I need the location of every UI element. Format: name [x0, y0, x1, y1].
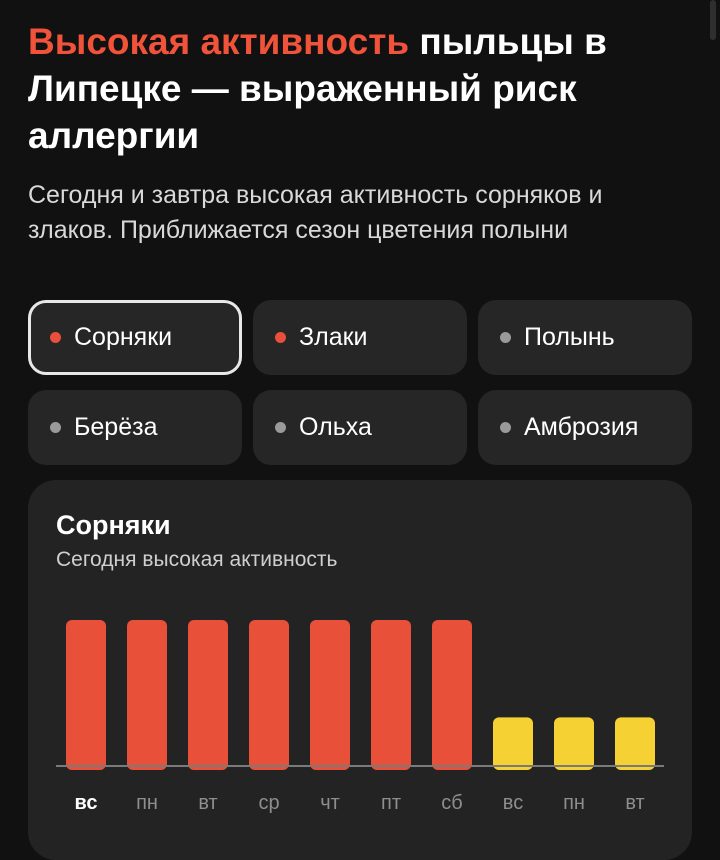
chart-bar	[249, 620, 289, 770]
chart-day-label: вт	[198, 792, 217, 814]
chart-day-label: пн	[136, 792, 158, 814]
chart-bar	[493, 717, 533, 770]
allergen-chip-list: Сорняки Злаки Полынь Берёза Ольха Амброз…	[28, 300, 692, 465]
chart-bar	[66, 620, 106, 770]
chart-day-label: пн	[563, 792, 585, 814]
chart-day-label: сб	[441, 792, 462, 814]
chip-label: Полынь	[524, 323, 615, 351]
headline-rest: пыльцы в Липецке — выраженный риск аллер…	[28, 21, 607, 156]
chart-bar	[554, 717, 594, 770]
chart-bar	[127, 620, 167, 770]
status-dot-icon	[275, 332, 286, 343]
chip-label: Сорняки	[74, 323, 173, 351]
chart-day-label: вс	[75, 792, 98, 814]
status-dot-icon	[500, 332, 511, 343]
status-dot-icon	[50, 422, 61, 433]
scroll-indicator	[710, 0, 716, 40]
status-dot-icon	[50, 332, 61, 343]
card-title: Сорняки	[56, 510, 171, 540]
chip-weeds[interactable]: Сорняки	[28, 300, 242, 375]
chart-day-label: вт	[625, 792, 644, 814]
chip-grasses[interactable]: Злаки	[253, 300, 467, 375]
card-subtitle: Сегодня высокая активность	[56, 548, 338, 571]
pollen-forecast-chart: вс пн вт ср чт пт сб вс пн вт	[56, 620, 664, 814]
forecast-card: Сорняки Сегодня высокая активность вс пн в…	[28, 480, 692, 860]
chip-label: Злаки	[299, 323, 368, 351]
status-dot-icon	[500, 422, 511, 433]
chart-bar	[310, 620, 350, 770]
chart-day-label: вс	[503, 792, 523, 814]
chart-bar	[371, 620, 411, 770]
chart-bar	[188, 620, 228, 770]
chart-bar	[615, 717, 655, 770]
chart-day-label: пт	[381, 792, 401, 814]
chart-day-label: чт	[320, 792, 340, 814]
chart-bar	[432, 620, 472, 770]
chip-birch[interactable]: Берёза	[28, 390, 242, 465]
headline-accent: Высокая активность	[28, 21, 410, 62]
chart-day-label: ср	[258, 792, 279, 814]
chip-alder[interactable]: Ольха	[253, 390, 467, 465]
chip-ragweed[interactable]: Амброзия	[478, 390, 692, 465]
status-dot-icon	[275, 422, 286, 433]
page-headline: Высокая активность пыльцы в Липецке — вы…	[28, 18, 698, 159]
page-subtitle: Сегодня и завтра высокая активность сорн…	[28, 181, 603, 244]
chip-label: Ольха	[299, 413, 372, 441]
chip-wormwood[interactable]: Полынь	[478, 300, 692, 375]
chip-label: Берёза	[74, 413, 158, 441]
chip-label: Амброзия	[524, 413, 639, 441]
